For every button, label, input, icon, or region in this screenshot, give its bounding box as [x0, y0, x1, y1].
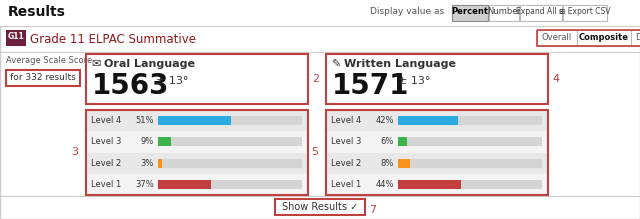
Bar	[158, 116, 232, 125]
Bar	[326, 54, 548, 104]
Bar	[326, 174, 548, 195]
Text: ⊞ Export CSV: ⊞ Export CSV	[559, 7, 611, 16]
Text: Level 2: Level 2	[331, 159, 361, 168]
Bar	[158, 159, 302, 168]
Bar	[86, 110, 308, 131]
Bar	[158, 137, 171, 146]
Text: Level 3: Level 3	[91, 137, 122, 146]
Text: Results: Results	[8, 5, 66, 19]
Text: 51%: 51%	[136, 116, 154, 125]
Bar	[398, 137, 542, 146]
Bar	[86, 131, 308, 152]
Text: Level 4: Level 4	[331, 116, 361, 125]
Bar	[452, 5, 488, 21]
Text: 42%: 42%	[376, 116, 394, 125]
Bar	[398, 159, 410, 168]
Text: Composite: Composite	[579, 33, 629, 42]
Bar	[326, 110, 548, 195]
Bar	[326, 110, 548, 195]
Bar	[158, 159, 163, 168]
Text: 1571: 1571	[332, 72, 410, 100]
Text: ✎: ✎	[332, 59, 345, 69]
Bar	[398, 180, 461, 189]
Text: 4: 4	[552, 74, 559, 84]
Text: Level 1: Level 1	[331, 180, 361, 189]
Text: ± 13°: ± 13°	[156, 76, 188, 86]
Bar	[158, 137, 302, 146]
Bar	[537, 30, 577, 46]
Bar	[631, 30, 640, 46]
Text: Level 4: Level 4	[91, 116, 121, 125]
Text: 8%: 8%	[381, 159, 394, 168]
Bar	[86, 110, 308, 195]
Bar	[158, 180, 211, 189]
Text: Percent: Percent	[451, 7, 488, 16]
Bar	[6, 30, 26, 46]
Text: Overall: Overall	[542, 33, 572, 42]
Text: Level 3: Level 3	[331, 137, 362, 146]
Text: 9%: 9%	[141, 137, 154, 146]
Text: Display value as: Display value as	[370, 7, 444, 16]
Bar	[398, 116, 542, 125]
Text: 3%: 3%	[141, 159, 154, 168]
Bar	[86, 110, 308, 195]
Bar	[86, 152, 308, 174]
Text: Domain: Domain	[635, 33, 640, 42]
Bar	[275, 199, 365, 215]
Bar	[398, 116, 458, 125]
Text: Written Language: Written Language	[344, 59, 456, 69]
Text: Number: Number	[487, 7, 521, 16]
Text: 7: 7	[369, 205, 376, 215]
Text: 2: 2	[312, 74, 319, 84]
Bar	[326, 152, 548, 174]
Bar	[86, 54, 308, 104]
Text: Average Scale Score: Average Scale Score	[6, 56, 92, 65]
Text: 3: 3	[71, 147, 78, 157]
Bar	[158, 180, 302, 189]
Text: Level 2: Level 2	[91, 159, 121, 168]
Text: ± 13°: ± 13°	[398, 76, 430, 86]
Bar	[326, 131, 548, 152]
Bar	[537, 30, 640, 46]
Bar	[86, 54, 308, 104]
Bar	[0, 0, 640, 26]
Bar	[489, 5, 519, 21]
Text: 44%: 44%	[376, 180, 394, 189]
Bar	[6, 70, 80, 86]
Bar	[86, 174, 308, 195]
Bar	[563, 5, 607, 21]
Bar	[326, 54, 548, 104]
Text: 6%: 6%	[381, 137, 394, 146]
Text: Show Results ✓: Show Results ✓	[282, 202, 358, 212]
Bar	[520, 5, 562, 21]
Text: G11: G11	[8, 32, 24, 41]
Bar	[398, 180, 542, 189]
Text: Level 1: Level 1	[91, 180, 121, 189]
Text: ✉: ✉	[92, 59, 105, 69]
Text: Grade 11 ELPAC Summative: Grade 11 ELPAC Summative	[30, 33, 196, 46]
Bar	[398, 159, 542, 168]
Bar	[326, 110, 548, 131]
Bar	[577, 30, 631, 46]
Bar	[158, 116, 302, 125]
Text: 37%: 37%	[135, 180, 154, 189]
Text: for 332 results: for 332 results	[10, 73, 76, 82]
Text: Oral Language: Oral Language	[104, 59, 195, 69]
Text: 5: 5	[311, 147, 318, 157]
Text: 1563: 1563	[92, 72, 170, 100]
Bar	[398, 137, 406, 146]
Text: Expand All ⊞: Expand All ⊞	[516, 7, 566, 16]
